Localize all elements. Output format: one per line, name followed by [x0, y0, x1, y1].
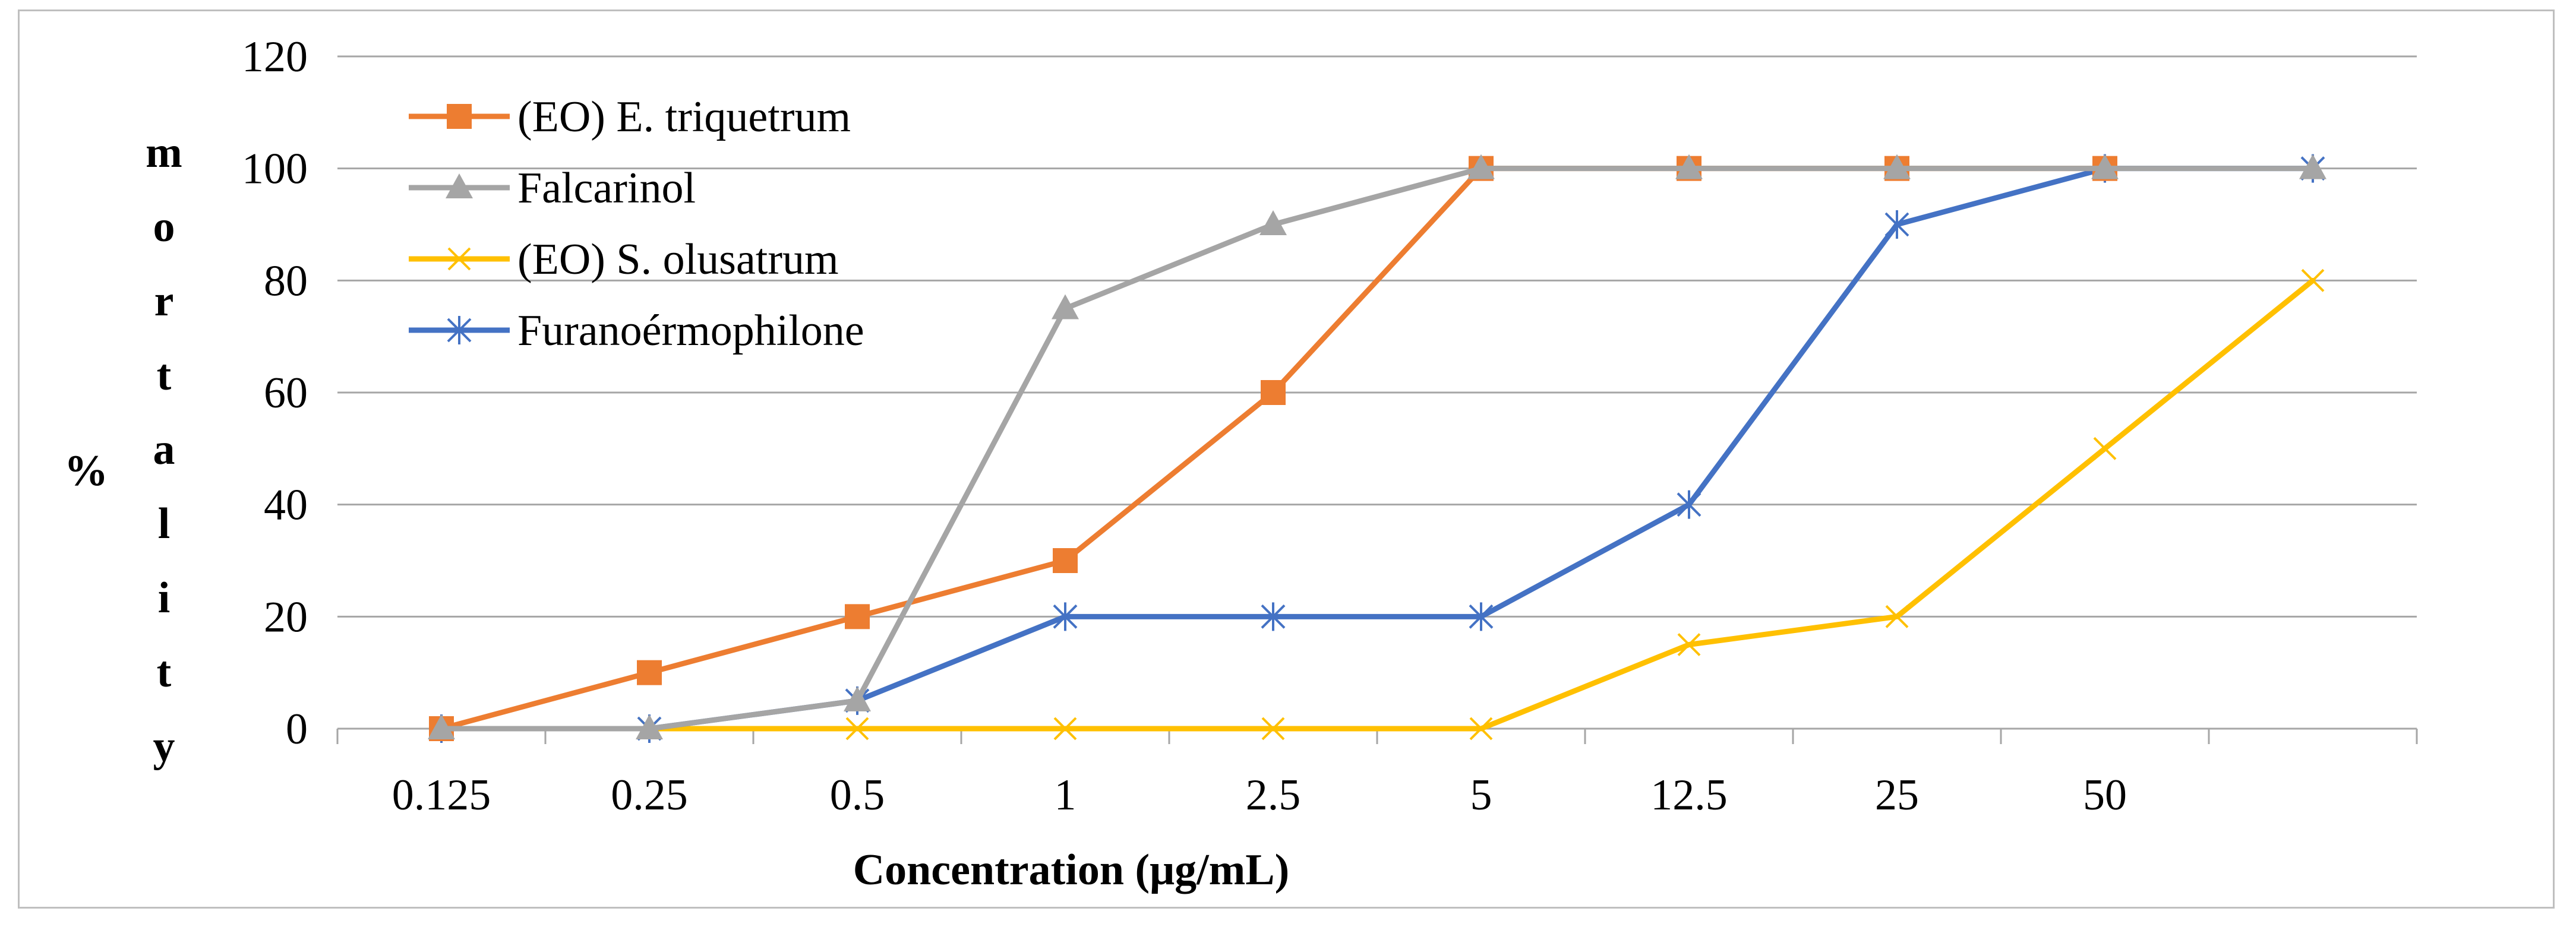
data-point	[1259, 210, 1287, 235]
legend-marker	[446, 173, 473, 198]
legend-label: Furanoérmophilone	[517, 306, 864, 355]
y-tick-label: 120	[242, 33, 308, 81]
data-point	[1053, 602, 1078, 631]
data-point	[1884, 210, 1909, 239]
y-axis-title-letter: o	[153, 203, 175, 251]
legend-item: (EO) S. olusatrum	[409, 235, 839, 284]
data-point	[1885, 605, 1909, 628]
y-tick-label: 20	[264, 593, 308, 641]
y-tick-label: 60	[264, 369, 308, 417]
y-tick-label: 40	[264, 481, 308, 530]
data-point	[1261, 717, 1285, 741]
legend-marker	[447, 247, 471, 271]
data-point	[1677, 490, 1701, 519]
x-tick-label: 1	[1055, 771, 1077, 820]
data-point	[1261, 602, 1286, 631]
data-point	[1469, 717, 1493, 741]
legend-marker	[447, 104, 472, 129]
x-tick-label: 50	[2083, 771, 2127, 820]
legend-marker	[447, 316, 472, 344]
data-point	[1469, 602, 1494, 631]
x-tick-label: 5	[1470, 771, 1492, 820]
y-axis-title-letter: r	[154, 277, 174, 325]
data-point	[636, 714, 663, 739]
data-point	[2091, 154, 2119, 179]
chart-frame: 0 20 40 60 80 100 120 0.125 0.25 0.5 1 2.5 5 12.5 25 50…	[18, 10, 2555, 909]
y-tick-label: 0	[286, 705, 308, 754]
data-point	[1052, 294, 1079, 319]
data-point	[844, 686, 871, 711]
y-tick-label: 100	[242, 145, 308, 194]
data-point	[1053, 548, 1078, 573]
y-axis-title-letter: m	[146, 128, 182, 177]
x-tick-label: 0.25	[611, 771, 688, 820]
y-axis-title-letter: t	[157, 648, 172, 697]
data-point	[1261, 380, 1286, 405]
data-point	[1675, 154, 1703, 179]
y-axis-title-letter: a	[153, 425, 175, 474]
legend-item: Furanoérmophilone	[409, 306, 864, 355]
series-1	[428, 154, 2326, 739]
data-point	[1467, 154, 1495, 179]
data-point	[637, 660, 662, 685]
x-tick-label: 0.5	[830, 771, 885, 820]
data-point	[1883, 154, 1911, 179]
y-axis-title-letter: y	[153, 722, 175, 771]
legend-label: Falcarinol	[517, 164, 696, 213]
data-point	[428, 714, 455, 739]
legend-label: (EO) S. olusatrum	[517, 235, 839, 284]
y-tick-label: 80	[264, 257, 308, 305]
y-axis-title-symbol: %	[64, 447, 108, 495]
x-tick-label: 0.125	[392, 771, 491, 820]
data-point	[845, 717, 869, 741]
x-tick-label: 25	[1875, 771, 1919, 820]
data-point	[845, 604, 870, 629]
data-point	[2093, 436, 2117, 460]
series-line	[438, 277, 2316, 732]
data-point	[1677, 633, 1701, 656]
legend-label: (EO) E. triquetrum	[517, 93, 851, 141]
y-axis-title-letter: t	[157, 351, 172, 400]
legend-item: (EO) E. triquetrum	[409, 93, 851, 141]
y-axis-title-letter: i	[158, 574, 171, 622]
y-axis-title-letter: l	[158, 499, 171, 548]
x-axis-title: Concentration (μg/mL)	[853, 846, 1290, 894]
data-point	[1053, 717, 1077, 741]
series-line	[438, 166, 2316, 732]
legend-item: Falcarinol	[409, 164, 696, 213]
data-point	[2301, 268, 2325, 292]
x-tick-label: 2.5	[1246, 771, 1301, 820]
data-point	[2299, 154, 2326, 179]
x-tick-label: 12.5	[1650, 771, 1728, 820]
